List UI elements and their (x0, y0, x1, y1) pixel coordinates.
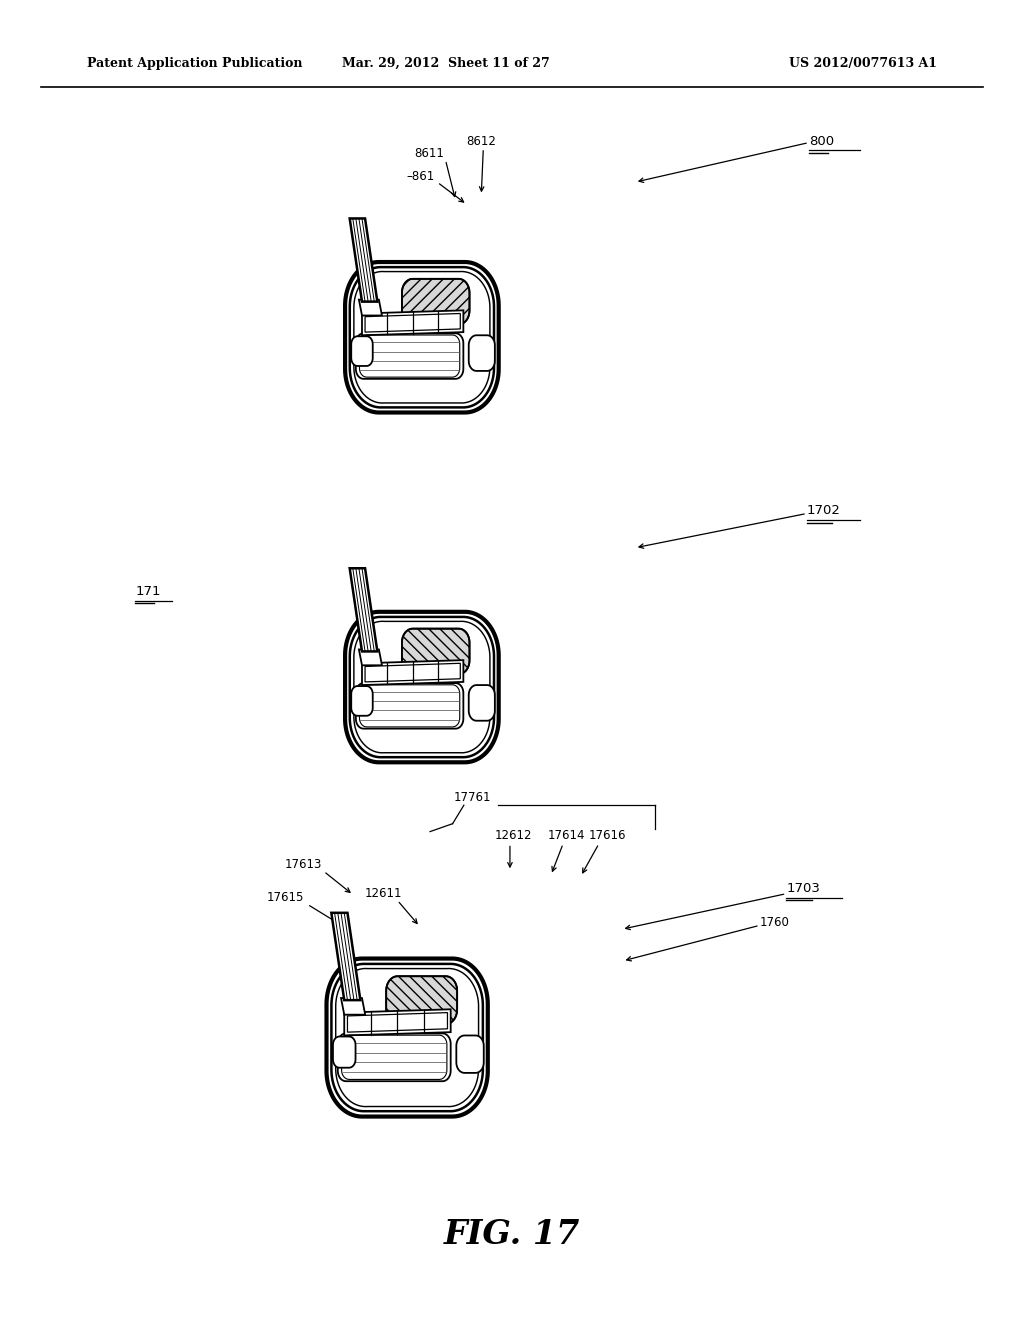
Polygon shape (362, 310, 463, 335)
Text: 1702: 1702 (807, 504, 841, 517)
Polygon shape (366, 663, 461, 682)
Text: –861: –861 (407, 170, 435, 183)
Text: 17761: 17761 (454, 791, 492, 804)
Text: 17615: 17615 (266, 891, 303, 904)
Text: 12611: 12611 (365, 887, 402, 900)
Polygon shape (338, 1034, 451, 1081)
Polygon shape (356, 333, 463, 379)
Polygon shape (345, 261, 499, 412)
Polygon shape (332, 913, 360, 1001)
Polygon shape (386, 977, 457, 1024)
Text: 12612: 12612 (495, 829, 532, 842)
Text: US 2012/0077613 A1: US 2012/0077613 A1 (788, 57, 937, 70)
Polygon shape (347, 1012, 447, 1032)
Polygon shape (327, 958, 487, 1117)
Polygon shape (359, 649, 382, 665)
Polygon shape (469, 335, 495, 371)
Polygon shape (341, 998, 366, 1015)
Text: 171: 171 (135, 585, 161, 598)
Polygon shape (351, 686, 373, 715)
Text: Patent Application Publication: Patent Application Publication (87, 57, 302, 70)
Text: 17613: 17613 (285, 858, 322, 871)
Polygon shape (366, 314, 461, 333)
Polygon shape (350, 568, 378, 652)
Text: 1760: 1760 (760, 916, 790, 929)
Polygon shape (469, 685, 495, 721)
Polygon shape (333, 1036, 355, 1068)
Polygon shape (457, 1035, 483, 1073)
Polygon shape (402, 279, 469, 325)
Text: 8612: 8612 (466, 135, 496, 148)
Text: 8611: 8611 (415, 147, 444, 160)
Text: 17616: 17616 (589, 829, 627, 842)
Polygon shape (356, 684, 463, 729)
Polygon shape (345, 612, 499, 763)
Polygon shape (344, 1010, 451, 1035)
Polygon shape (359, 300, 382, 315)
Text: 17614: 17614 (548, 829, 586, 842)
Text: FIG. 17: FIG. 17 (443, 1218, 581, 1251)
Text: 1703: 1703 (786, 882, 820, 895)
Polygon shape (362, 660, 463, 685)
Text: Mar. 29, 2012  Sheet 11 of 27: Mar. 29, 2012 Sheet 11 of 27 (342, 57, 549, 70)
Text: 800: 800 (809, 135, 835, 148)
Polygon shape (402, 628, 469, 675)
Polygon shape (350, 218, 378, 302)
Polygon shape (351, 337, 373, 366)
